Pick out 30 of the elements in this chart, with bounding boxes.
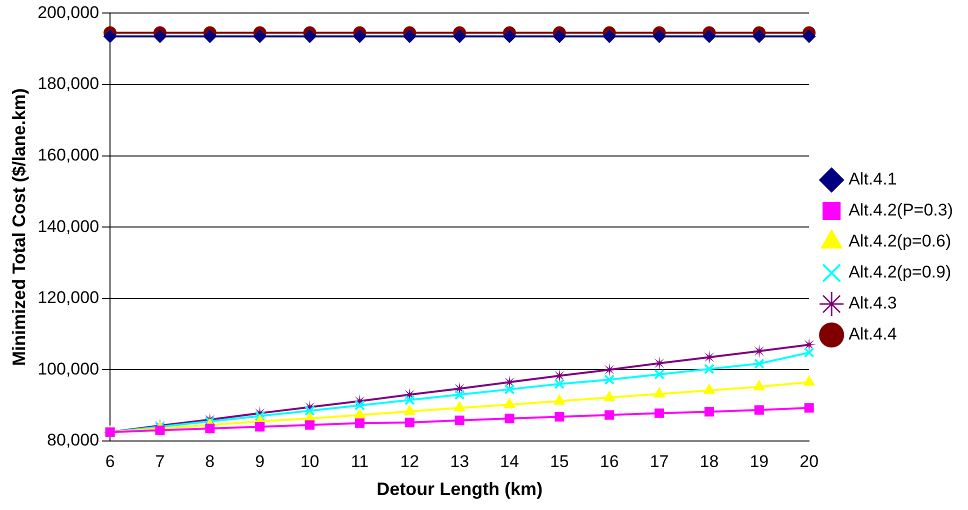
x-tick-label: 19: [750, 452, 769, 471]
y-tick-label: 180,000: [38, 74, 100, 94]
legend-label: Alt.4.2(P=0.3): [848, 200, 954, 220]
y-tick-label: 120,000: [38, 288, 100, 308]
x-tick-label: 10: [300, 452, 320, 471]
legend-label: Alt.4.4: [848, 324, 897, 344]
x-tick-label: 14: [500, 452, 519, 471]
x-tick-label: 16: [600, 452, 619, 471]
x-tick-label: 17: [650, 452, 669, 471]
y-tick-label: 160,000: [38, 145, 100, 164]
x-tick-label: 13: [450, 452, 470, 471]
y-tick-label: 200,000: [38, 2, 100, 22]
y-tick-label: 80,000: [47, 430, 100, 450]
x-tick-label: 15: [550, 452, 569, 471]
x-tick-label: 12: [400, 452, 420, 471]
legend-label: Alt.4.2(p=0.6): [848, 232, 952, 251]
y-tick-label: 140,000: [38, 216, 100, 236]
legend-label: Alt.4.1: [848, 170, 897, 189]
x-tick-label: 18: [700, 452, 719, 471]
legend-label: Alt.4.2(p=0.9): [848, 262, 952, 282]
y-axis-title: Minimized Total Cost ($/lane.km): [8, 88, 29, 366]
x-tick-label: 6: [105, 452, 115, 471]
x-tick-label: 7: [155, 452, 165, 471]
x-tick-label: 8: [205, 452, 215, 471]
x-tick-label: 9: [255, 452, 265, 471]
x-axis-title: Detour Length (km): [376, 479, 543, 500]
x-tick-label: 20: [800, 452, 819, 471]
legend-label: Alt.4.3: [848, 294, 897, 313]
y-tick-label: 100,000: [38, 359, 100, 378]
x-tick-label: 11: [350, 452, 369, 471]
